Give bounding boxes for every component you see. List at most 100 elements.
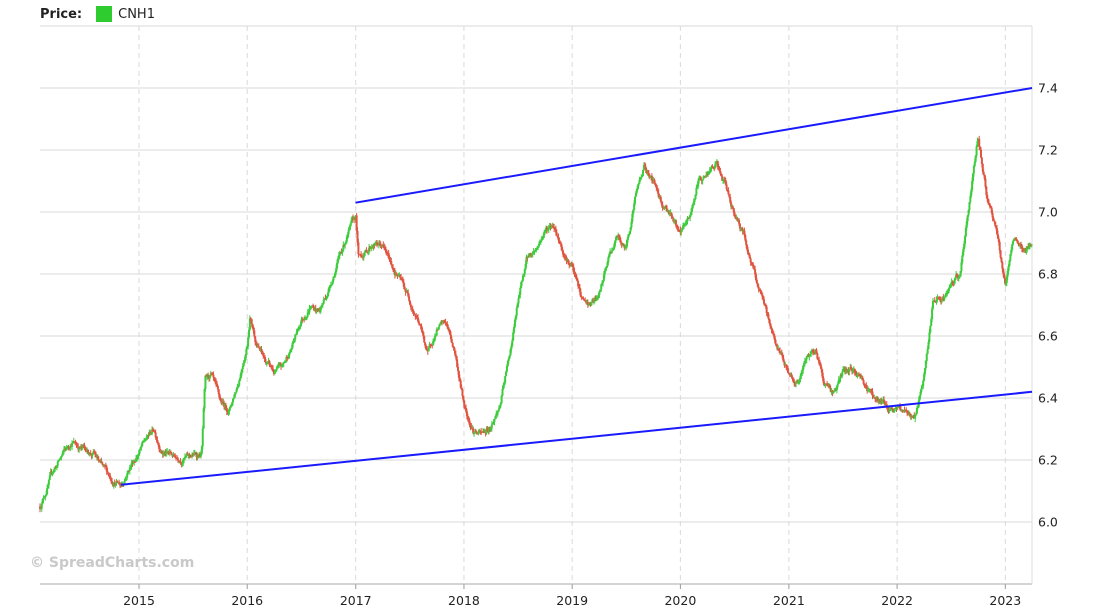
- candle-body: [850, 366, 853, 370]
- candle-body: [948, 285, 951, 289]
- candle-body: [416, 316, 419, 318]
- candle-body: [491, 422, 494, 425]
- candle-body: [139, 447, 142, 450]
- candle-body: [660, 201, 663, 205]
- candle-body: [43, 497, 46, 499]
- candle-up: [693, 198, 696, 206]
- candle-body: [608, 254, 611, 258]
- candle-body: [940, 300, 943, 302]
- candle-body: [73, 441, 76, 443]
- candle-body: [833, 390, 836, 393]
- candle-up: [642, 162, 645, 172]
- candle-body: [493, 419, 496, 422]
- candle-up: [47, 478, 50, 489]
- candle-body: [763, 303, 766, 305]
- candle-body: [751, 262, 754, 265]
- candle-up: [946, 289, 949, 297]
- candle-body: [668, 213, 671, 215]
- candle-body: [774, 339, 777, 344]
- y-tick-label: 6.8: [1038, 267, 1058, 282]
- candle-body: [328, 287, 331, 292]
- candle-body: [57, 460, 60, 462]
- candle-body: [437, 327, 440, 330]
- candle-body: [333, 276, 336, 278]
- candle-up: [39, 508, 42, 510]
- candle-body: [283, 361, 286, 363]
- candle-body: [793, 381, 796, 384]
- candle-body: [461, 389, 464, 396]
- candle-body: [1004, 278, 1007, 284]
- candle-body: [555, 232, 558, 236]
- candle-body: [275, 368, 278, 371]
- candle-up: [69, 444, 72, 452]
- candle-up: [839, 373, 842, 383]
- candle-body: [819, 363, 822, 365]
- candle-body: [929, 325, 932, 333]
- candle-body: [746, 245, 749, 250]
- candle-body: [279, 363, 282, 365]
- candle-body: [433, 340, 436, 342]
- candle-body: [470, 426, 473, 429]
- candle-up: [629, 226, 632, 235]
- candle-body: [477, 431, 480, 434]
- candle-down: [253, 327, 256, 339]
- candle-body: [674, 220, 677, 226]
- candle-down: [861, 375, 864, 381]
- candle-body: [498, 405, 501, 409]
- candle-body: [69, 445, 72, 449]
- candle-body: [836, 383, 839, 386]
- candle-body: [633, 203, 636, 210]
- candle-body: [459, 380, 462, 388]
- candle-up: [957, 274, 960, 282]
- candle-body: [541, 237, 544, 239]
- candle-body: [475, 432, 478, 434]
- candle-up: [701, 179, 704, 185]
- candle-body: [550, 226, 553, 228]
- candle-body: [181, 463, 184, 465]
- candle-body: [1014, 239, 1017, 241]
- candle-up: [477, 429, 480, 436]
- candle-up: [628, 231, 631, 236]
- candle-body: [433, 335, 436, 341]
- candle-body: [653, 180, 656, 184]
- candle-body: [576, 278, 579, 282]
- x-tick-label: 2020: [664, 593, 696, 608]
- candle-body: [297, 326, 300, 329]
- candle-body: [964, 227, 967, 237]
- candle-body: [754, 269, 757, 275]
- candle-body: [743, 230, 746, 235]
- candle-body: [114, 483, 117, 486]
- candle-body: [598, 291, 601, 295]
- candle-body: [694, 194, 697, 200]
- candle-up: [208, 374, 211, 382]
- candle-body: [676, 227, 679, 230]
- candle-up: [509, 347, 512, 356]
- candle-body: [927, 341, 930, 349]
- candle-up: [284, 360, 287, 363]
- candle-body: [981, 163, 984, 172]
- candle-body: [744, 234, 747, 241]
- candle-body: [609, 251, 612, 255]
- legend-item-cnh1[interactable]: CNH1: [118, 6, 155, 22]
- candle-body: [562, 254, 565, 257]
- candle-body: [1025, 249, 1028, 251]
- candle-body: [400, 279, 403, 281]
- candle-up: [435, 327, 438, 336]
- candle-down: [828, 383, 831, 389]
- candle-body: [332, 276, 335, 281]
- candle-body: [320, 306, 323, 310]
- candle-body: [125, 477, 128, 479]
- candle-body: [714, 161, 717, 165]
- candle-body: [409, 304, 412, 308]
- candle-body: [619, 240, 622, 243]
- candle-body: [741, 228, 744, 232]
- candle-body: [891, 409, 894, 413]
- candle-body: [392, 267, 395, 270]
- candle-body: [687, 218, 690, 220]
- candle-body: [1003, 273, 1006, 279]
- candle-body: [118, 482, 121, 485]
- candle-body: [891, 407, 894, 410]
- candle-body: [781, 354, 784, 359]
- candle-body: [233, 393, 236, 398]
- candle-body: [492, 421, 495, 423]
